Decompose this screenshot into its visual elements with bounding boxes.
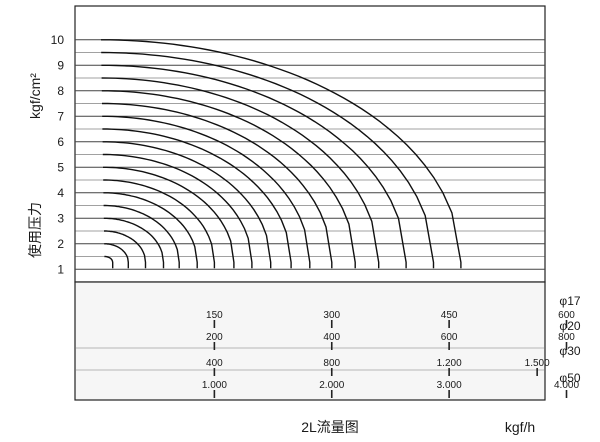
scale-panel — [74, 281, 546, 401]
y-tick-label: 3 — [57, 211, 64, 225]
flow-curve — [102, 115, 311, 269]
y-tick-label: 2 — [57, 237, 64, 251]
scale-tick-label: 600 — [441, 332, 458, 343]
y-axis-unit: kgf/cm² — [27, 73, 43, 119]
y-tick-label: 5 — [57, 160, 64, 174]
flow-curve — [104, 230, 147, 269]
flow-curve — [103, 166, 235, 269]
x-axis-label: 2L流量图 — [301, 419, 359, 435]
scale-diameter-label: φ20 — [559, 319, 580, 333]
scale-diameter-label: φ30 — [559, 344, 580, 358]
flow-curve — [104, 255, 114, 269]
scale-tick-label: 1.200 — [437, 358, 462, 369]
scale-diameter-label: φ17 — [559, 294, 580, 308]
flow-curve — [101, 77, 380, 269]
scale-tick-label: 600 — [558, 310, 575, 321]
scale-tick-label: 800 — [558, 332, 575, 343]
flow-curve — [101, 39, 462, 269]
flow-curve — [101, 51, 435, 269]
scale-tick-label: 2.000 — [319, 380, 344, 391]
scale-tick-label: 4.000 — [554, 380, 579, 391]
scale-diameter-label: φ50 — [559, 371, 580, 385]
flow-curve — [103, 192, 198, 269]
scale-tick-label: 450 — [441, 310, 458, 321]
gridlines — [75, 39, 545, 270]
scale-tick-label: 800 — [323, 358, 340, 369]
y-tick-label: 6 — [57, 135, 64, 149]
y-tick-labels: 1 2 3 4 5 6 7 8 9 10 — [51, 33, 65, 277]
scale-tick-label: 1.000 — [202, 380, 227, 391]
scale-tick-label: 150 — [206, 310, 223, 321]
y-axis-label: 使用压力 — [27, 202, 43, 258]
y-tick-label: 4 — [57, 186, 64, 200]
y-tick-label: 7 — [57, 109, 64, 123]
scale-tick-label: 1.500 — [525, 358, 550, 369]
scale-tick-label: 200 — [206, 332, 223, 343]
flow-curve — [101, 64, 407, 269]
scale-tick-label: 400 — [206, 358, 223, 369]
flow-curve — [101, 90, 356, 269]
scale-tick-label: 300 — [323, 310, 340, 321]
scale-tick-label: 400 — [323, 332, 340, 343]
curve-series — [101, 39, 462, 269]
flow-curve — [104, 243, 129, 269]
flow-curve — [102, 153, 253, 269]
flow-curve — [103, 204, 180, 269]
flow-curve — [103, 217, 165, 269]
plot-background — [74, 5, 546, 283]
scale-tick-label: 3.000 — [437, 380, 462, 391]
y-tick-label: 1 — [57, 262, 64, 276]
flow-curve — [102, 102, 333, 269]
flow-curve — [102, 141, 272, 269]
flow-curve — [102, 128, 292, 269]
y-tick-label: 8 — [57, 84, 64, 98]
flow-curve — [103, 179, 216, 269]
y-tick-label: 10 — [51, 33, 65, 47]
x-axis-unit: kgf/h — [505, 419, 535, 435]
y-tick-label: 9 — [57, 58, 64, 72]
